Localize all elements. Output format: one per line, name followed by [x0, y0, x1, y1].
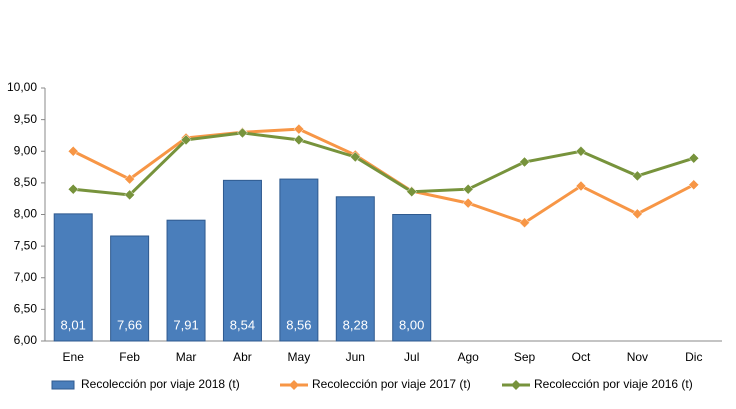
y-tick-label: 7,50	[14, 238, 38, 252]
marker	[349, 151, 361, 163]
bar	[335, 196, 375, 342]
bar	[392, 214, 432, 342]
marker	[688, 179, 700, 191]
data-label: 8,56	[286, 317, 311, 332]
legend-swatch	[289, 380, 299, 390]
y-tick-label: 6,50	[14, 302, 38, 316]
marker	[519, 156, 530, 168]
x-tick-label: May	[288, 350, 311, 364]
bar	[166, 219, 206, 342]
legend-label: Recolección por viaje 2016 (t)	[534, 377, 693, 391]
x-tick-label: Mar	[176, 350, 197, 364]
marker	[124, 173, 135, 185]
marker	[67, 145, 79, 157]
bar	[53, 213, 93, 342]
legend-label: Recolección por viaje 2017 (t)	[312, 377, 471, 391]
marker	[519, 217, 530, 229]
x-tick-label: Nov	[627, 350, 648, 364]
bar	[222, 179, 262, 342]
x-tick-label: Abr	[233, 350, 252, 364]
data-label: 8,28	[343, 317, 368, 332]
data-label: 7,91	[173, 317, 198, 332]
line	[73, 131, 695, 197]
y-tick-label: 9,00	[14, 143, 38, 157]
x-tick-label: Dic	[685, 350, 702, 364]
data-label: 7,66	[117, 317, 142, 332]
legend-label: Recolección por viaje 2018 (t)	[81, 377, 240, 391]
x-tick-label: Sep	[514, 350, 536, 364]
marker	[462, 183, 474, 195]
marker	[67, 183, 79, 195]
marker	[575, 145, 587, 157]
y-tick-label: 9,50	[14, 112, 38, 126]
x-tick-label: Jun	[346, 350, 365, 364]
y-tick-label: 7,00	[14, 270, 38, 284]
legend-swatch	[511, 380, 521, 390]
y-tick-label: 8,00	[14, 207, 38, 221]
marker	[124, 189, 135, 201]
marker	[575, 180, 587, 192]
data-label: 8,54	[230, 317, 255, 332]
data-label: 8,01	[61, 317, 86, 332]
marker	[462, 197, 474, 209]
marker	[632, 170, 643, 182]
x-tick-label: Jul	[404, 350, 419, 364]
bar	[110, 235, 150, 342]
y-tick-label: 8,50	[14, 175, 38, 189]
marker	[293, 123, 305, 135]
marker	[632, 208, 643, 220]
marker	[293, 134, 305, 146]
marker	[688, 152, 700, 164]
marker	[237, 127, 248, 139]
data-label: 8,00	[399, 317, 424, 332]
x-tick-label: Feb	[119, 350, 140, 364]
legend-swatch	[51, 380, 75, 390]
marker	[180, 134, 192, 146]
x-tick-label: Ago	[457, 350, 479, 364]
y-tick-label: 10,00	[7, 80, 37, 94]
bar	[279, 178, 319, 342]
marker	[406, 186, 418, 198]
x-tick-label: Oct	[572, 350, 591, 364]
y-tick-label: 6,00	[14, 333, 38, 347]
x-tick-label: Ene	[63, 350, 85, 364]
